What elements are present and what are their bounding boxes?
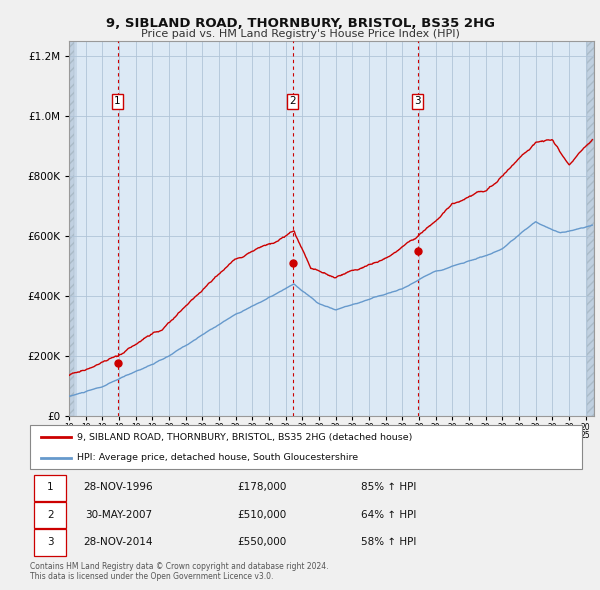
- Text: 85% ↑ HPI: 85% ↑ HPI: [361, 483, 416, 493]
- Text: £550,000: £550,000: [237, 537, 286, 547]
- Text: Price paid vs. HM Land Registry's House Price Index (HPI): Price paid vs. HM Land Registry's House …: [140, 29, 460, 39]
- Text: 3: 3: [414, 96, 421, 106]
- Text: HPI: Average price, detached house, South Gloucestershire: HPI: Average price, detached house, Sout…: [77, 453, 358, 462]
- Text: 28-NOV-2014: 28-NOV-2014: [83, 537, 153, 547]
- Text: 9, SIBLAND ROAD, THORNBURY, BRISTOL, BS35 2HG (detached house): 9, SIBLAND ROAD, THORNBURY, BRISTOL, BS3…: [77, 432, 412, 442]
- Text: 64% ↑ HPI: 64% ↑ HPI: [361, 510, 416, 520]
- Text: 9, SIBLAND ROAD, THORNBURY, BRISTOL, BS35 2HG: 9, SIBLAND ROAD, THORNBURY, BRISTOL, BS3…: [106, 17, 494, 30]
- Text: 1: 1: [47, 483, 54, 493]
- Text: £510,000: £510,000: [237, 510, 286, 520]
- Text: 28-NOV-1996: 28-NOV-1996: [83, 483, 153, 493]
- Text: Contains HM Land Registry data © Crown copyright and database right 2024.: Contains HM Land Registry data © Crown c…: [30, 562, 329, 571]
- Text: 2: 2: [289, 96, 296, 106]
- FancyBboxPatch shape: [34, 529, 67, 556]
- Text: £178,000: £178,000: [237, 483, 287, 493]
- Text: 58% ↑ HPI: 58% ↑ HPI: [361, 537, 416, 547]
- Bar: [586, 41, 594, 416]
- Text: 30-MAY-2007: 30-MAY-2007: [85, 510, 152, 520]
- FancyBboxPatch shape: [30, 425, 582, 469]
- Text: 1: 1: [114, 96, 121, 106]
- FancyBboxPatch shape: [34, 474, 67, 501]
- Text: 2: 2: [47, 510, 54, 520]
- Text: This data is licensed under the Open Government Licence v3.0.: This data is licensed under the Open Gov…: [30, 572, 274, 581]
- Text: 3: 3: [47, 537, 54, 547]
- Bar: [69, 41, 77, 416]
- FancyBboxPatch shape: [34, 502, 67, 529]
